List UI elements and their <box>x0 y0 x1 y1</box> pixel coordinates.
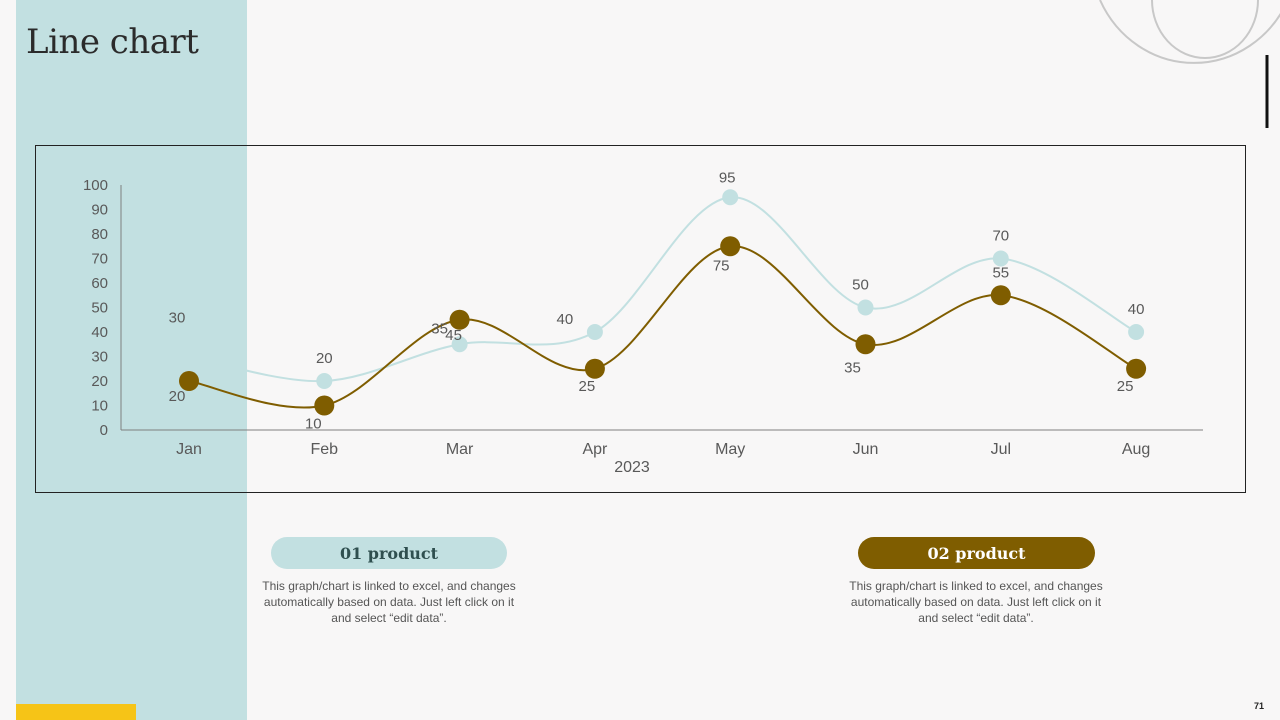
chart-frame <box>35 145 1246 493</box>
decorative-arcs <box>1099 0 1280 128</box>
series-2-data-label: 55 <box>992 264 1009 281</box>
y-tick-label: 40 <box>91 324 108 341</box>
y-tick-label: 50 <box>91 300 108 317</box>
series-2-point <box>314 395 335 416</box>
series-1-point <box>992 250 1009 267</box>
series-2-data-label: 35 <box>844 359 861 376</box>
series-1-point <box>722 189 739 206</box>
y-tick-label: 80 <box>91 226 108 243</box>
y-tick-label: 10 <box>91 398 108 415</box>
x-tick-label: Jul <box>991 441 1011 458</box>
y-tick-label: 70 <box>91 251 108 268</box>
series-2-data-label: 10 <box>305 416 322 433</box>
y-tick-label: 90 <box>91 202 108 219</box>
series-1-point <box>451 336 468 353</box>
series-2-data-label: 75 <box>713 257 730 274</box>
legend-product-2: 02 product <box>858 537 1095 569</box>
series-2-point <box>449 309 470 330</box>
page-title: Line chart <box>26 22 199 62</box>
legend-product-1-label: 01 product <box>339 543 439 563</box>
x-tick-label: Apr <box>582 441 608 458</box>
series-2-point <box>1126 358 1147 379</box>
x-axis-title: 2023 <box>614 459 650 476</box>
series-1-point <box>181 348 197 365</box>
series-2-data-label: 25 <box>579 378 596 395</box>
y-tick-label: 30 <box>91 349 108 366</box>
series-1-point <box>586 324 603 340</box>
x-tick-label: Jan <box>176 441 202 458</box>
series-1-data-label: 95 <box>719 169 736 186</box>
legend-product-2-label: 02 product <box>927 543 1026 563</box>
y-tick-label: 20 <box>91 373 108 390</box>
series-2-data-label: 25 <box>1117 378 1134 395</box>
series-2-point <box>855 334 876 355</box>
series-1-data-label: 40 <box>557 311 574 328</box>
x-tick-label: Feb <box>311 441 339 458</box>
series-1-data-label: 35 <box>431 320 448 337</box>
series-1-line <box>188 196 1137 383</box>
series-1-data-label: 70 <box>992 228 1009 245</box>
legend-product-1: 01 product <box>271 537 507 569</box>
inner-arc <box>1151 0 1259 59</box>
series-1-data-label: 20 <box>316 350 333 367</box>
y-tick-label: 60 <box>91 275 108 292</box>
y-tick-label: 100 <box>83 177 108 194</box>
series-2-point <box>179 371 199 391</box>
series-2-data-label: 20 <box>169 388 186 405</box>
series-1-data-label: 50 <box>852 277 869 294</box>
series-2-data-label: 45 <box>445 327 462 344</box>
x-tick-label: Mar <box>446 441 474 458</box>
series-1-point <box>316 373 333 389</box>
y-tick-label: 0 <box>100 422 108 439</box>
series-1-point <box>1128 324 1145 340</box>
legend-product-1-description: This graph/chart is linked to excel, and… <box>262 579 516 625</box>
series-2-point <box>720 236 741 257</box>
left-accent-band <box>16 0 247 720</box>
yellow-accent-bar <box>16 704 136 720</box>
x-tick-label: May <box>715 441 745 458</box>
series-1-data-label: 40 <box>1128 301 1145 318</box>
legend-product-2-description: This graph/chart is linked to excel, and… <box>849 579 1103 625</box>
series-2-point <box>990 285 1011 306</box>
series-1-data-label: 30 <box>169 310 186 327</box>
series-1-point <box>857 299 874 316</box>
x-tick-label: Jun <box>853 441 879 458</box>
page-number: 71 <box>1253 701 1264 711</box>
series-2-line <box>188 245 1137 409</box>
series-2-point <box>584 358 605 379</box>
x-tick-label: Aug <box>1122 441 1150 458</box>
outer-arc <box>1099 0 1280 64</box>
